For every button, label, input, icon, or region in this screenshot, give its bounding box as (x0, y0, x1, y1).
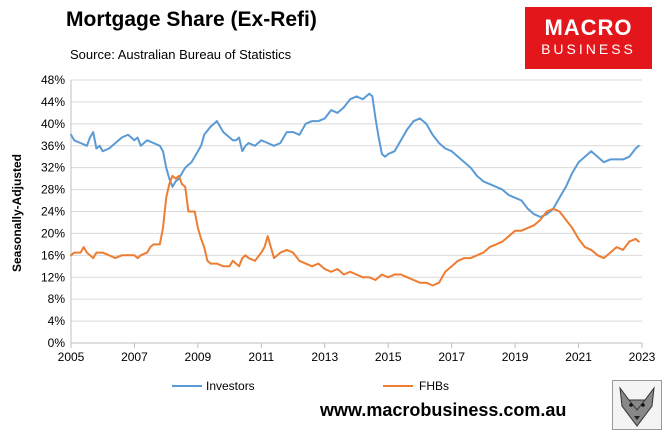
series-line-investors (70, 92, 640, 218)
logo-line-2: BUSINESS (541, 41, 636, 57)
y-tick-label: 40% (41, 117, 65, 131)
website-url: www.macrobusiness.com.au (320, 400, 567, 420)
x-tick-label: 2019 (502, 350, 529, 364)
y-tick-label: 16% (41, 248, 65, 262)
chart-title: Mortgage Share (Ex-Refi) (66, 8, 317, 31)
legend-label-fhbs: FHBs (419, 379, 449, 393)
macro-business-logo: MACRO BUSINESS (525, 7, 652, 69)
y-tick-label: 12% (41, 270, 65, 284)
x-tick-label: 2023 (629, 350, 656, 364)
y-tick-label: 0% (48, 336, 66, 350)
legend-label-investors: Investors (206, 379, 255, 393)
x-tick-label: 2021 (565, 350, 592, 364)
y-tick-label: 20% (41, 226, 65, 240)
y-tick-label: 32% (41, 161, 65, 175)
x-tick-label: 2011 (248, 350, 274, 364)
logo-line-1: MACRO (544, 15, 633, 40)
y-tick-label: 8% (48, 292, 66, 306)
series-line-fhbs (70, 174, 640, 287)
y-tick-label: 44% (41, 95, 65, 109)
source-note: Source: Australian Bureau of Statistics (70, 47, 292, 62)
y-axis-label: Seasonally-Adjusted (10, 154, 24, 272)
wolf-icon (612, 380, 662, 430)
y-tick-label: 24% (41, 205, 65, 219)
x-tick-label: 2017 (438, 350, 465, 364)
y-tick-label: 4% (48, 314, 66, 328)
y-tick-label: 36% (41, 139, 65, 153)
y-tick-label: 28% (41, 183, 65, 197)
x-tick-label: 2005 (58, 350, 85, 364)
x-tick-label: 2015 (375, 350, 402, 364)
x-tick-label: 2009 (185, 350, 212, 364)
y-tick-label: 48% (41, 73, 65, 87)
x-tick-label: 2013 (311, 350, 338, 364)
x-tick-label: 2007 (121, 350, 148, 364)
